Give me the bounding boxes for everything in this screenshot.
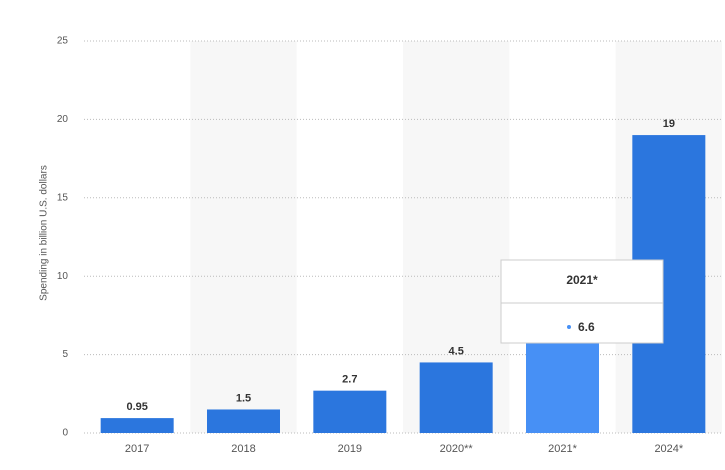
y-tick-label: 15 (57, 192, 69, 203)
x-tick-label: 2019 (338, 443, 362, 455)
x-tick-label: 2020** (440, 443, 474, 455)
tooltip-title: 2021* (566, 273, 598, 287)
bar (313, 390, 387, 433)
tooltip-box (500, 259, 664, 344)
tooltip: 2021* 6.6 (500, 259, 664, 344)
bar (526, 329, 599, 433)
value-label: 19 (663, 118, 675, 130)
y-tick-label: 0 (62, 428, 68, 439)
value-label: 4.5 (449, 345, 464, 357)
x-tick-label: 2018 (231, 443, 255, 455)
y-tick-label: 10 (57, 271, 69, 282)
tooltip-value: 6.6 (578, 320, 595, 334)
bar (207, 409, 280, 433)
x-tick-label: 2017 (125, 443, 149, 455)
value-label: 2.7 (342, 374, 357, 386)
y-tick-label: 20 (57, 114, 69, 125)
y-tick-label: 5 (62, 349, 68, 360)
value-label: 0.95 (126, 401, 147, 413)
x-tick-label: 2021* (548, 443, 577, 455)
bar (419, 362, 493, 433)
bar (100, 418, 174, 433)
value-label: 1.5 (236, 392, 251, 404)
tooltip-dot (567, 325, 571, 329)
background-band (190, 41, 297, 433)
x-tick-label: 2024* (654, 443, 683, 455)
y-tick-label: 25 (57, 36, 69, 47)
y-axis-label: Spending in billion U.S. dollars (39, 165, 50, 301)
